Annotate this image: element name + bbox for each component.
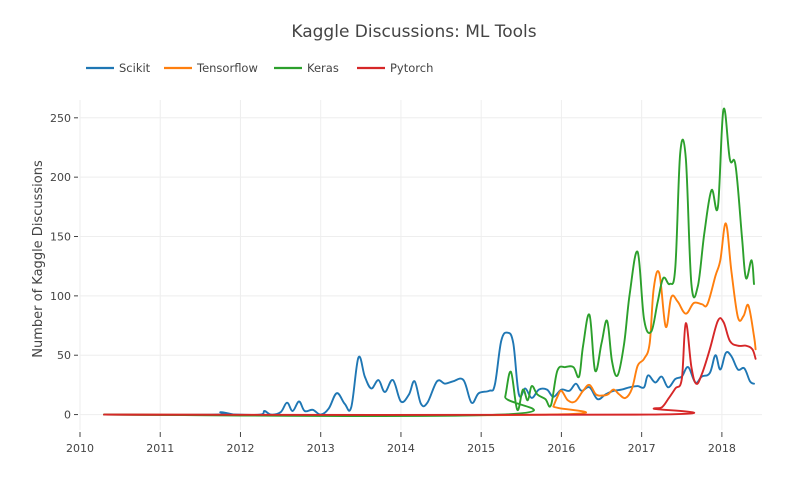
y-tick-label: 250 <box>50 112 71 125</box>
legend-item-scikit[interactable]: Scikit <box>86 61 151 75</box>
legend-label: Tensorflow <box>196 61 258 75</box>
series-line-keras[interactable] <box>103 107 755 417</box>
y-axis: 0 50 100 150 200 250 <box>50 112 78 422</box>
y-tick-label: 50 <box>57 349 71 362</box>
x-tick-label: 2018 <box>708 442 736 455</box>
grid <box>79 100 762 430</box>
x-tick-label: 2013 <box>307 442 335 455</box>
legend-label: Keras <box>307 61 339 75</box>
plot-area[interactable] <box>103 107 757 417</box>
legend[interactable]: Scikit Tensorflow Keras Pytorch <box>86 61 433 75</box>
legend-item-pytorch[interactable]: Pytorch <box>357 61 433 75</box>
x-tick-label: 2015 <box>467 442 495 455</box>
legend-label: Pytorch <box>390 61 433 75</box>
y-tick-label: 0 <box>64 409 71 422</box>
legend-item-tensorflow[interactable]: Tensorflow <box>164 61 258 75</box>
series-line-scikit[interactable] <box>103 331 755 416</box>
chart-title: Kaggle Discussions: ML Tools <box>291 22 536 42</box>
y-axis-title: Number of Kaggle Discussions <box>31 160 46 358</box>
legend-item-keras[interactable]: Keras <box>274 61 339 75</box>
series-line-tensorflow[interactable] <box>103 222 757 417</box>
x-tick-label: 2011 <box>146 442 174 455</box>
x-axis: 2010 2011 2012 2013 2014 2015 2016 2017 2018 <box>66 432 736 455</box>
series-line-pytorch[interactable] <box>103 317 757 416</box>
x-tick-label: 2016 <box>547 442 575 455</box>
x-tick-label: 2014 <box>387 442 415 455</box>
legend-label: Scikit <box>119 61 151 75</box>
x-tick-label: 2010 <box>66 442 94 455</box>
y-tick-label: 100 <box>50 290 71 303</box>
y-tick-label: 150 <box>50 231 71 244</box>
y-tick-label: 200 <box>50 171 71 184</box>
x-tick-label: 2017 <box>628 442 656 455</box>
x-tick-label: 2012 <box>226 442 254 455</box>
